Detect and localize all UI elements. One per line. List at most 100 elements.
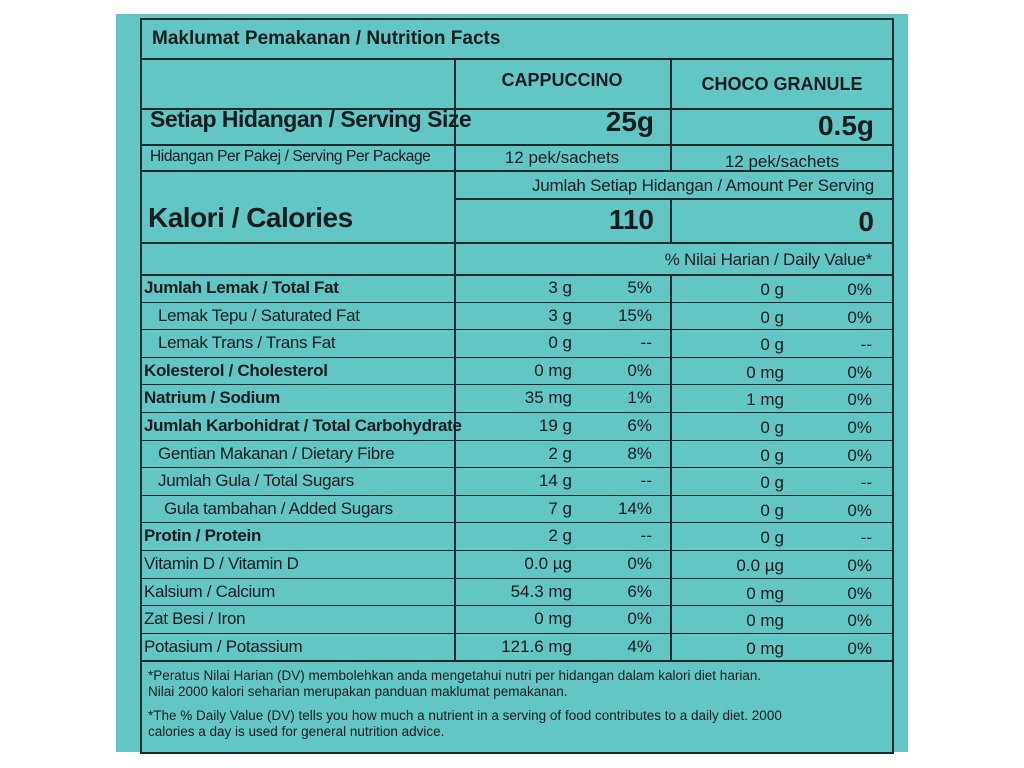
row-divider [142, 301, 892, 303]
page-margin [116, 752, 908, 768]
column-divider [670, 632, 672, 661]
choco-daily-value: -- [860, 473, 872, 493]
row-divider [142, 329, 892, 331]
choco-daily-value: 0% [847, 362, 872, 382]
choco-amount: 0 g [760, 307, 784, 327]
choco-amount: 0 mg [746, 362, 784, 382]
column-divider [454, 577, 456, 606]
cappuccino-amount: 2 g [548, 443, 572, 463]
cappuccino-amount: 0 mg [534, 609, 572, 629]
nutrient-label: Lemak Trans / Trans Fat [158, 333, 336, 353]
choco-amount: 1 mg [746, 390, 784, 410]
nutrient-label: Natrium / Sodium [144, 388, 280, 408]
serving-size-cappuccino: 25g [605, 106, 654, 137]
calories-cappuccino: 110 [608, 204, 654, 235]
servings-per-package-label: Hidangan Per Pakej / Serving Per Package [150, 148, 431, 165]
choco-daily-value: 0% [847, 556, 872, 575]
footnote-english-line1: *The % Daily Value (DV) tells you how mu… [148, 708, 782, 723]
column-header-cappuccino: CAPPUCCINO [501, 70, 623, 90]
choco-amount: 0.0 µg [736, 556, 784, 575]
column-divider [454, 494, 456, 523]
servings-per-package-choco: 12 pek/sachets [724, 152, 840, 171]
cappuccino-daily-value: 1% [627, 388, 652, 408]
cappuccino-daily-value: 0% [627, 609, 652, 629]
cappuccino-amount: 121.6 mg [501, 636, 572, 656]
choco-amount: 0 g [760, 280, 784, 299]
choco-amount: 0 mg [746, 583, 784, 603]
serving-size-choco: 0.5g [817, 110, 874, 141]
nutrient-label: Jumlah Karbohidrat / Total Carbohydrate [144, 416, 462, 435]
column-divider [670, 384, 672, 412]
nutrient-label: Zat Besi / Iron [144, 609, 246, 629]
row-divider [142, 412, 892, 413]
column-divider [670, 522, 672, 550]
table-title: Maklumat Pemakanan / Nutrition Facts [152, 28, 501, 49]
cappuccino-amount: 2 g [548, 526, 572, 546]
calories-label: Kalori / Calories [148, 202, 353, 233]
footnote-malay-line2: Nilai 2000 kalori seharian merupakan pan… [148, 684, 568, 699]
column-divider [454, 274, 456, 302]
choco-daily-value: 0% [847, 611, 872, 631]
column-divider [670, 439, 672, 468]
cappuccino-amount: 3 g [548, 278, 572, 297]
choco-daily-value: 0% [847, 500, 872, 520]
column-divider [454, 632, 456, 661]
cappuccino-amount: 3 g [548, 305, 572, 325]
row-divider [142, 522, 892, 524]
cappuccino-amount: 0.0 µg [524, 554, 572, 573]
choco-amount: 0 g [760, 473, 784, 493]
serving-size-label: Setiap Hidangan / Serving Size [150, 106, 472, 132]
nutrient-label: Gula tambahan / Added Sugars [164, 498, 393, 518]
cappuccino-amount: 0 g [548, 333, 572, 353]
column-divider [454, 605, 456, 633]
choco-amount: 0 g [760, 500, 784, 520]
cappuccino-daily-value: 0% [627, 554, 652, 573]
column-header-choco-granule: CHOCO GRANULE [701, 74, 863, 94]
choco-amount: 0 g [760, 528, 784, 548]
amount-per-serving-header: Jumlah Setiap Hidangan / Amount Per Serv… [532, 176, 874, 195]
choco-amount: 0 g [760, 335, 784, 355]
column-divider [454, 301, 456, 330]
cappuccino-daily-value: 4% [627, 636, 652, 656]
column-divider [670, 577, 672, 606]
row-divider [142, 550, 892, 551]
column-divider [454, 384, 456, 412]
column-divider [670, 412, 672, 440]
cappuccino-amount: 7 g [548, 498, 572, 518]
column-divider [670, 301, 672, 330]
servings-per-package-cappuccino: 12 pek/sachets [504, 148, 620, 167]
row-divider [142, 467, 892, 469]
choco-daily-value: 0% [847, 280, 872, 299]
column-divider [670, 329, 672, 357]
column-divider [454, 439, 456, 468]
nutrient-label: Potasium / Potassium [144, 636, 303, 656]
cappuccino-amount: 14 g [538, 471, 572, 491]
column-divider [670, 550, 672, 578]
calories-choco: 0 [858, 206, 874, 237]
column-divider [670, 605, 672, 633]
column-divider [454, 467, 456, 495]
choco-daily-value: 0% [847, 307, 872, 327]
cappuccino-daily-value: -- [640, 526, 652, 546]
label-background [116, 14, 908, 758]
nutrient-label: Kalsium / Calcium [144, 581, 275, 601]
nutrient-label: Kolesterol / Cholesterol [144, 360, 328, 380]
column-divider [454, 550, 456, 578]
row-divider [142, 384, 892, 386]
nutrition-facts-table: Maklumat Pemakanan / Nutrition Facts CAP… [140, 18, 894, 754]
nutrient-label: Gentian Makanan / Dietary Fibre [158, 443, 395, 463]
footnote-english-line2: calories a day is used for general nutri… [148, 724, 445, 739]
choco-daily-value: 0% [847, 583, 872, 603]
column-divider [670, 494, 672, 523]
column-divider [670, 274, 672, 302]
cappuccino-daily-value: 14% [617, 498, 652, 518]
column-divider [454, 412, 456, 440]
row-divider [142, 356, 892, 358]
choco-amount: 0 g [760, 418, 784, 437]
choco-amount: 0 g [760, 445, 784, 465]
daily-value-header: % Nilai Harian / Daily Value* [664, 250, 873, 269]
choco-daily-value: 0% [847, 418, 872, 437]
nutrient-label: Lemak Tepu / Saturated Fat [158, 305, 360, 325]
cappuccino-amount: 19 g [538, 416, 572, 435]
choco-daily-value: -- [860, 335, 872, 355]
